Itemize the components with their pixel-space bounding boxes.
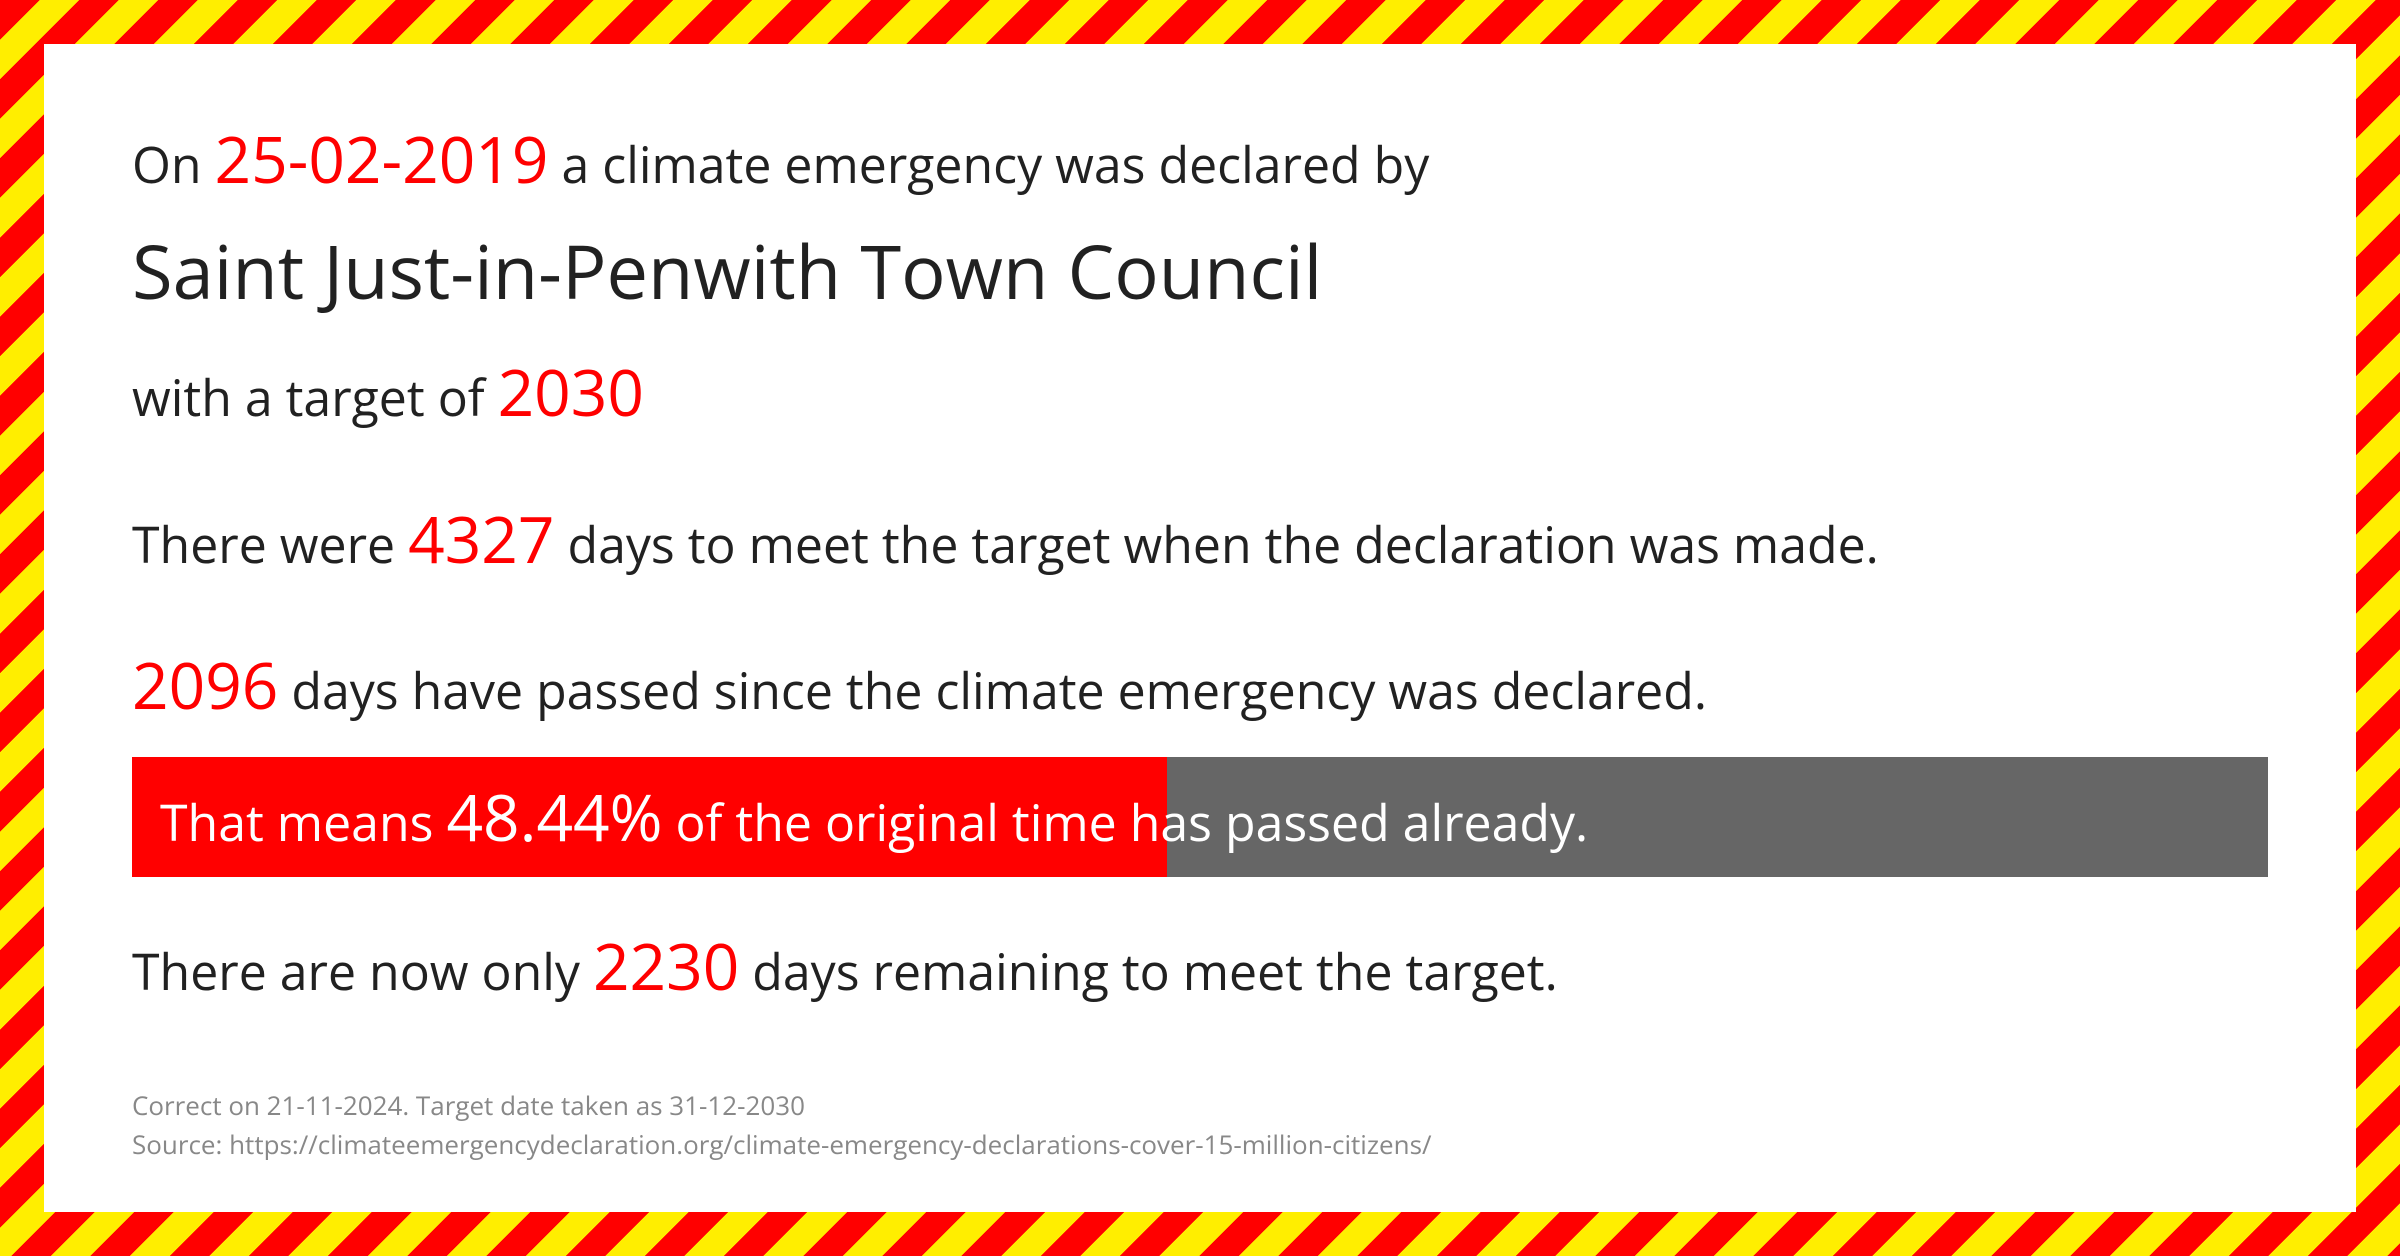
days-passed: 2096 — [132, 641, 278, 728]
council-name: Saint Just-in-Penwith Town Council — [132, 220, 2268, 321]
days-total-prefix: There were — [132, 510, 408, 578]
intro-suffix: a climate emergency was declared by — [548, 130, 1429, 198]
days-passed-line: 2096 days have passed since the climate … — [132, 642, 2268, 728]
declaration-date: 25-02-2019 — [215, 115, 549, 202]
remaining-suffix: days remaining to meet the target. — [739, 937, 1557, 1005]
target-line: with a target of 2030 — [132, 349, 2268, 435]
footer: Correct on 21-11-2024. Target date taken… — [132, 1086, 1432, 1164]
remaining-prefix: There are now only — [132, 937, 593, 1005]
days-total: 4327 — [408, 495, 554, 582]
info-card: On 25-02-2019 a climate emergency was de… — [44, 44, 2356, 1212]
bar-prefix: That means — [160, 788, 446, 856]
intro-prefix: On — [132, 130, 215, 198]
percent-value: 48.44% — [446, 773, 662, 860]
spacer — [132, 454, 2268, 496]
days-remaining: 2230 — [593, 922, 739, 1009]
days-total-line: There were 4327 days to meet the target … — [132, 496, 2268, 582]
bar-suffix: of the original time has passed already. — [663, 788, 1589, 856]
days-total-suffix: days to meet the target when the declara… — [554, 510, 1878, 578]
footer-line-1: Correct on 21-11-2024. Target date taken… — [132, 1086, 1432, 1125]
footer-line-2: Source: https://climateemergencydeclarat… — [132, 1125, 1432, 1164]
remaining-line: There are now only 2230 days remaining t… — [132, 923, 2268, 1009]
days-passed-suffix: days have passed since the climate emerg… — [278, 656, 1707, 724]
progress-bar-text: That means 48.44% of the original time h… — [132, 757, 2268, 882]
spacer — [132, 600, 2268, 642]
target-prefix: with a target of — [132, 363, 498, 431]
target-year: 2030 — [498, 348, 644, 435]
intro-line: On 25-02-2019 a climate emergency was de… — [132, 116, 2268, 202]
progress-bar: That means 48.44% of the original time h… — [132, 757, 2268, 877]
